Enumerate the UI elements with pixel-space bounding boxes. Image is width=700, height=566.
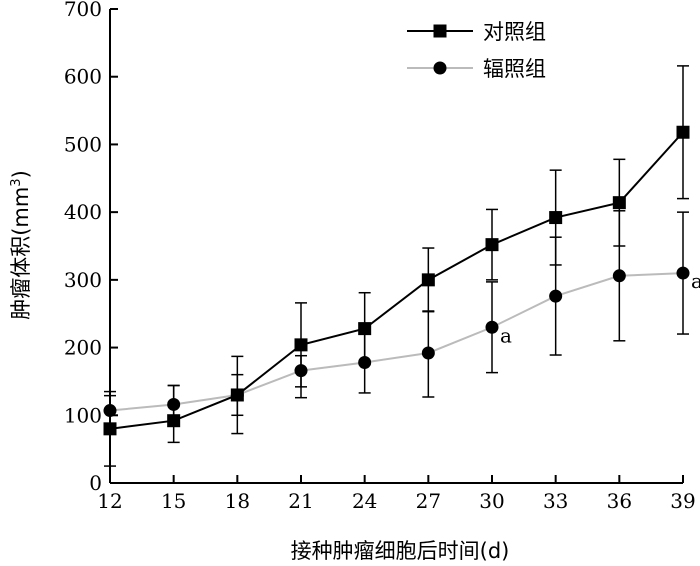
data-point-circle [676, 266, 690, 280]
series-line [109, 272, 684, 412]
legend-marker-circle [433, 61, 447, 75]
y-tick-labels: 0 100 200 300 400 500 600 700 [64, 0, 102, 495]
series-line [109, 131, 684, 430]
y-tick-label: 0 [89, 471, 102, 495]
x-tick-label: 12 [97, 489, 122, 513]
y-tick-label: 400 [64, 200, 102, 224]
x-tick-label: 30 [479, 489, 504, 513]
significance-annotation: a [691, 269, 700, 293]
y-tick-label: 300 [64, 268, 102, 292]
y-tick-label: 600 [64, 65, 102, 89]
x-tick-label: 36 [607, 489, 632, 513]
y-axis-title-close: ) [9, 170, 33, 178]
annotations: aa [500, 269, 700, 347]
legend-label: 辐照组 [483, 57, 546, 81]
data-point-circle [612, 269, 626, 283]
y-axis-title-sup: 3 [9, 178, 24, 186]
y-tick-label: 100 [64, 403, 102, 427]
data-point-square [485, 238, 499, 252]
data-point-square [167, 414, 181, 428]
y-tick-label: 200 [64, 336, 102, 360]
x-tick-label: 21 [288, 489, 313, 513]
error-bar [167, 384, 180, 444]
x-tick-label: 18 [225, 489, 250, 513]
data-point-square [549, 211, 563, 225]
data-point-square [676, 125, 690, 139]
data-point-square [294, 338, 308, 352]
y-axis-title-main: 肿瘤体积(mm [9, 187, 33, 320]
data-point-square [421, 273, 435, 287]
data-point-square [230, 388, 244, 402]
data-point-square [612, 196, 626, 210]
data-point-square [103, 422, 117, 436]
legend-item: 辐照组 [407, 57, 546, 81]
data-point-square [358, 322, 372, 336]
data-point-circle [485, 320, 499, 334]
x-tick-label: 39 [670, 489, 695, 513]
data-point-circle [421, 346, 435, 360]
series-layer [103, 65, 690, 467]
data-point-circle [549, 289, 563, 303]
x-axis-title: 接种肿瘤细胞后时间(d) [291, 539, 510, 563]
legend-label: 对照组 [483, 20, 546, 44]
series-irradiated [103, 210, 690, 427]
x-tick-labels: 12 15 18 21 24 27 30 33 36 39 [97, 489, 695, 513]
y-tick-label: 700 [64, 0, 102, 21]
significance-annotation: a [500, 323, 512, 347]
x-tick-label: 27 [416, 489, 441, 513]
y-axis-title: 肿瘤体积(mm3) [9, 170, 33, 320]
legend-marker-square [433, 24, 447, 38]
y-tick-label: 500 [64, 132, 102, 156]
legend-item: 对照组 [407, 20, 546, 44]
x-tick-label: 33 [543, 489, 568, 513]
series-control [103, 65, 690, 467]
x-tick-label: 15 [161, 489, 186, 513]
x-tick-label: 24 [352, 489, 377, 513]
